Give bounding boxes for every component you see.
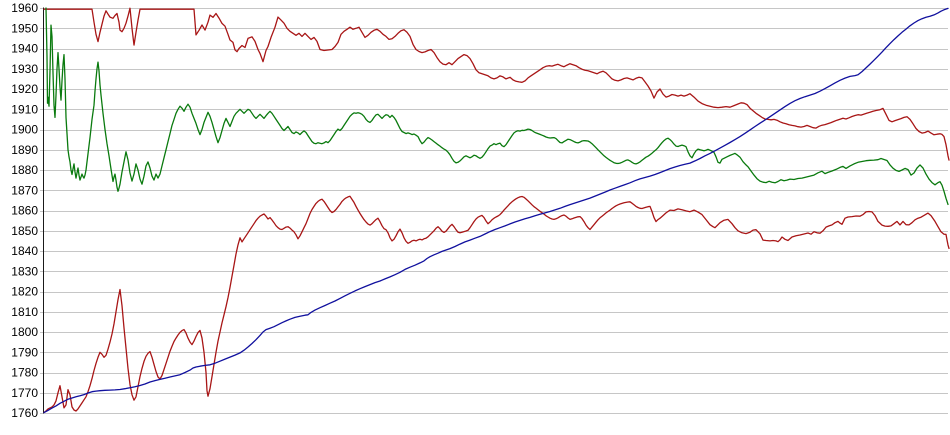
y-axis-tick-label: 1930: [11, 62, 38, 76]
y-axis-tick-label: 1850: [11, 224, 38, 238]
y-axis-tick-label: 1760: [11, 406, 38, 420]
y-axis-tick-label: 1820: [11, 285, 38, 299]
y-axis-tick-label: 1890: [11, 143, 38, 157]
series-line-blue: [43, 7, 949, 414]
y-axis-tick-label: 1780: [11, 366, 38, 380]
series-line-lower-red: [43, 195, 950, 414]
y-axis-tick-label: 1960: [11, 1, 38, 15]
series-line-upper-red: [43, 7, 950, 161]
y-axis-tick-label: 1800: [11, 325, 38, 339]
y-axis-tick-label: 1880: [11, 163, 38, 177]
y-axis-tick-label: 1790: [11, 345, 38, 359]
y-axis-tick-label: 1920: [11, 82, 38, 96]
y-axis-tick-label: 1860: [11, 204, 38, 218]
series-line-green: [45, 7, 949, 206]
y-axis-tick-label: 1840: [11, 244, 38, 258]
y-axis-tick-label: 1940: [11, 42, 38, 56]
y-axis-tick-label: 1830: [11, 264, 38, 278]
y-axis-tick-label: 1900: [11, 123, 38, 137]
y-axis-tick-label: 1950: [11, 21, 38, 35]
y-axis-tick-label: 1910: [11, 102, 38, 116]
y-axis-tick-label: 1810: [11, 305, 38, 319]
y-axis-tick-label: 1770: [11, 386, 38, 400]
y-axis-tick-label: 1870: [11, 183, 38, 197]
